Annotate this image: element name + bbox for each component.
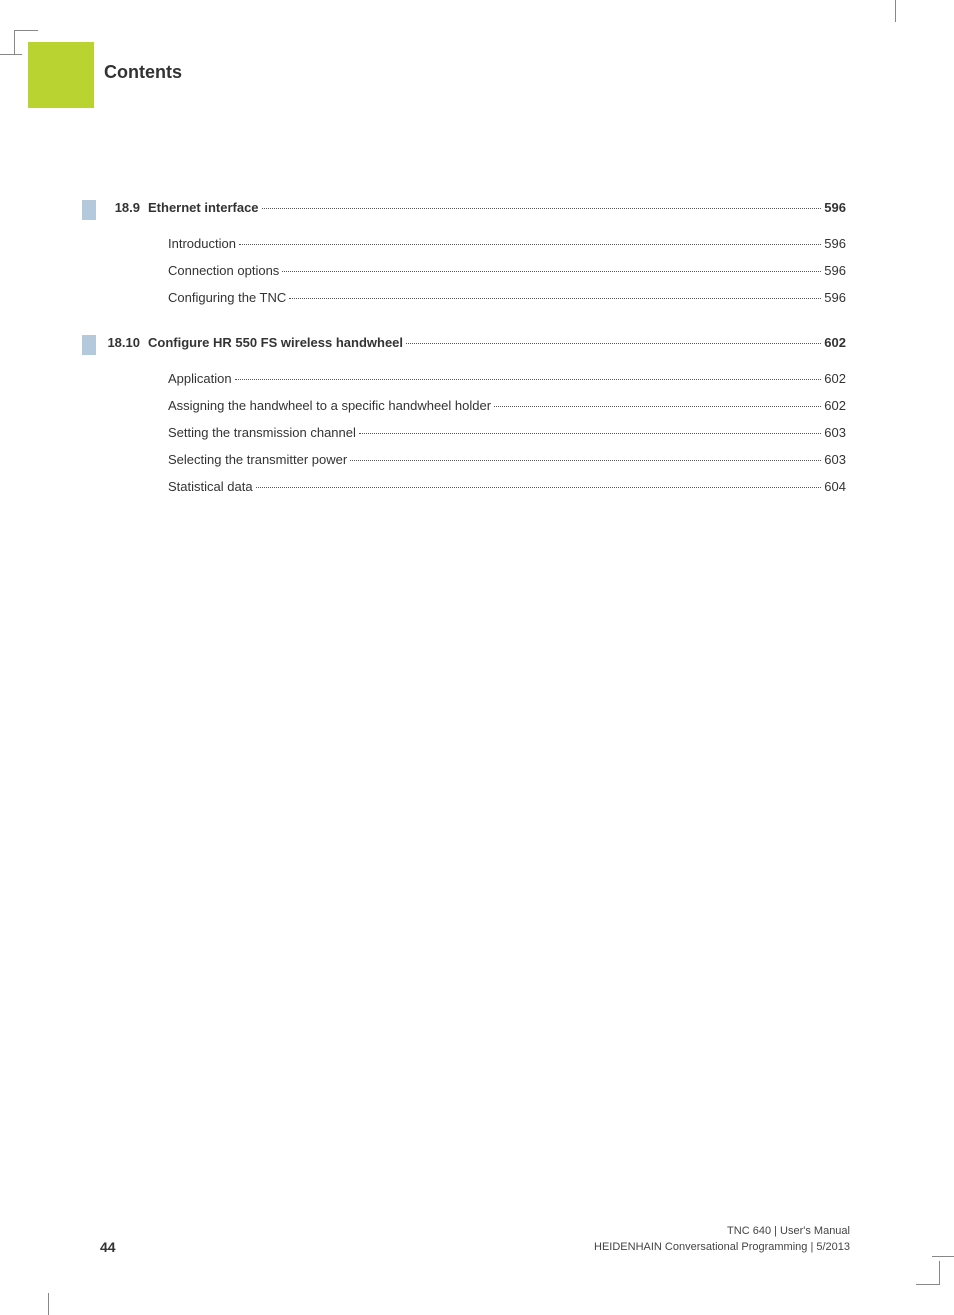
crop-mark-bottom-right	[916, 1261, 940, 1285]
entry-page: 602	[824, 398, 846, 413]
footer-text: TNC 640 | User's Manual HEIDENHAIN Conve…	[594, 1224, 850, 1255]
entry-label: Assigning the handwheel to a specific ha…	[168, 398, 491, 413]
leader-dots	[289, 298, 821, 299]
toc-entry: Configuring the TNC 596	[106, 290, 846, 305]
crop-tick-bottom	[48, 1293, 49, 1315]
section-page: 596	[824, 200, 846, 215]
toc-entry: Introduction 596	[106, 236, 846, 251]
leader-dots	[359, 433, 821, 434]
section-title: Configure HR 550 FS wireless handwheel	[148, 335, 403, 350]
entry-label: Application	[168, 371, 232, 386]
leader-dots	[239, 244, 821, 245]
entry-label: Setting the transmission channel	[168, 425, 356, 440]
toc-content: 18.9 Ethernet interface 596 Introduction…	[106, 200, 846, 506]
entry-page: 603	[824, 425, 846, 440]
crop-tick-left	[0, 54, 22, 55]
section-number: 18.10	[106, 335, 148, 350]
toc-entry: Connection options 596	[106, 263, 846, 278]
crop-tick-right	[932, 1256, 954, 1257]
toc-entry: Setting the transmission channel 603	[106, 425, 846, 440]
leader-dots	[256, 487, 822, 488]
entry-page: 603	[824, 452, 846, 467]
page-footer: 44 TNC 640 | User's Manual HEIDENHAIN Co…	[100, 1224, 850, 1255]
page-title: Contents	[104, 62, 182, 83]
toc-entry: Selecting the transmitter power 603	[106, 452, 846, 467]
entry-label: Statistical data	[168, 479, 253, 494]
entry-label: Connection options	[168, 263, 279, 278]
toc-entry: Application 602	[106, 371, 846, 386]
entry-page: 596	[824, 236, 846, 251]
toc-entry: Statistical data 604	[106, 479, 846, 494]
entry-label: Selecting the transmitter power	[168, 452, 347, 467]
page-number: 44	[100, 1239, 116, 1255]
section-page: 602	[824, 335, 846, 350]
leader-dots	[406, 343, 821, 344]
leader-dots	[282, 271, 821, 272]
section-title: Ethernet interface	[148, 200, 259, 215]
entry-page: 596	[824, 290, 846, 305]
toc-section-heading: 18.10 Configure HR 550 FS wireless handw…	[82, 335, 846, 355]
crop-tick-top	[895, 0, 896, 22]
section-number: 18.9	[106, 200, 148, 215]
leader-dots	[494, 406, 821, 407]
leader-dots	[262, 208, 822, 209]
leader-dots	[350, 460, 821, 461]
leader-dots	[235, 379, 822, 380]
entry-label: Configuring the TNC	[168, 290, 286, 305]
entry-page: 596	[824, 263, 846, 278]
entry-label: Introduction	[168, 236, 236, 251]
toc-entry: Assigning the handwheel to a specific ha…	[106, 398, 846, 413]
toc-section-heading: 18.9 Ethernet interface 596	[82, 200, 846, 220]
footer-line-1: TNC 640 | User's Manual	[594, 1224, 850, 1239]
entry-page: 602	[824, 371, 846, 386]
footer-line-2: HEIDENHAIN Conversational Programming | …	[594, 1240, 850, 1255]
entry-page: 604	[824, 479, 846, 494]
accent-square	[28, 42, 94, 108]
